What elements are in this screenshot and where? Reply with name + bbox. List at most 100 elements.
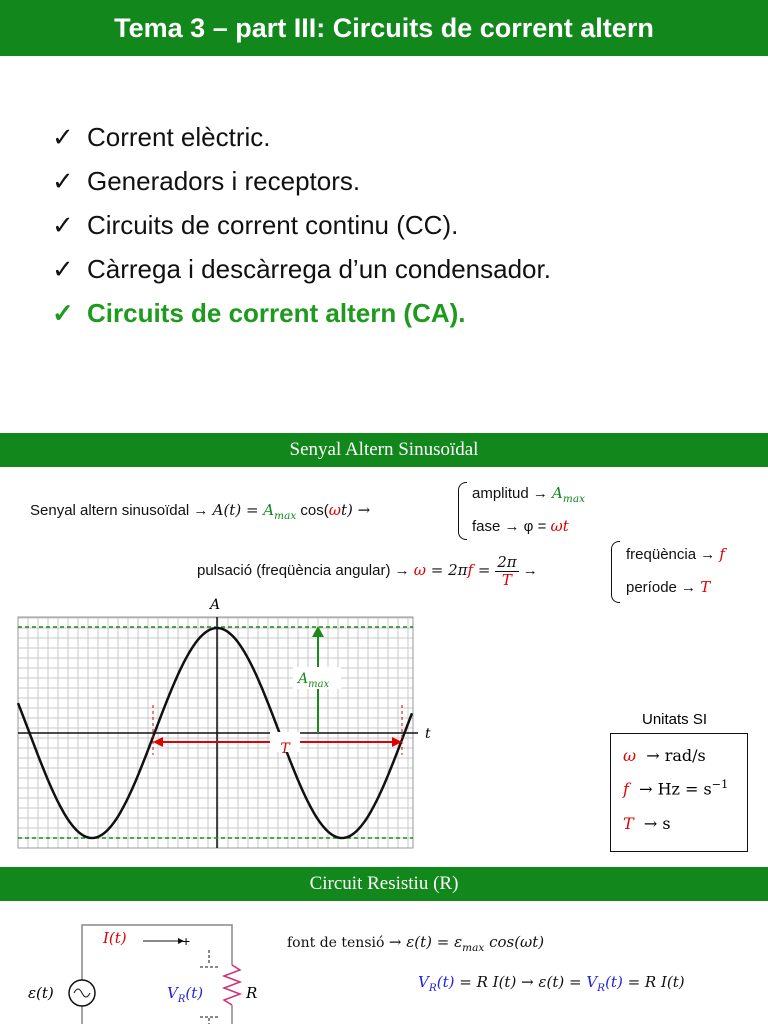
text: amplitud → — [472, 485, 553, 502]
text: t) → — [341, 501, 371, 519]
checklist-item: ✓ Corrent elèctric. — [52, 122, 271, 153]
formula: pulsació (freqüència angular) → ω = 2πf … — [197, 547, 538, 594]
item-text: Circuits de corrent continu (CC). — [87, 210, 459, 240]
x-label: t — [425, 726, 431, 742]
units-title: Unitats SI — [642, 711, 708, 728]
text: període → — [626, 579, 701, 596]
item-text: Corrent elèctric. — [87, 122, 271, 152]
formula: fase → φ = ωt — [472, 517, 569, 535]
text: → rad/s — [646, 746, 706, 765]
check-mark: ✓ — [52, 166, 74, 196]
text: 2π — [495, 553, 519, 572]
source-wave — [73, 988, 91, 998]
unit-row: T → s — [623, 814, 671, 833]
text: T — [501, 570, 512, 589]
fraction: 2π T — [495, 553, 519, 589]
text: R — [177, 994, 186, 1005]
text: → — [518, 562, 538, 579]
checklist-item: ✓ Circuits de corrent altern (CA). — [52, 298, 466, 329]
resistor — [221, 964, 243, 1006]
text: font de tensió — [287, 935, 389, 951]
brace — [458, 482, 467, 540]
text: R — [597, 982, 606, 994]
text: T — [700, 578, 711, 596]
formula: freqüència → f — [626, 545, 725, 563]
text: max — [308, 679, 329, 690]
resistor-label: R — [245, 984, 257, 1002]
item-text: Generadors i receptors. — [87, 166, 361, 196]
item-text: Càrrega i descàrrega d’un condensador. — [87, 254, 551, 284]
label-bg — [270, 732, 300, 752]
checklist-item: ✓ Circuits de corrent continu (CC). — [52, 210, 458, 241]
text: A(t) = — [212, 501, 264, 519]
text: V — [418, 973, 429, 991]
text: (t) — [605, 973, 623, 991]
unit-row: ω → rad/s — [623, 746, 706, 765]
units-box: ω → rad/s f → Hz = s−1 T → s — [610, 733, 748, 852]
vr-label: VR(t) — [167, 984, 203, 1005]
text: cos( — [296, 502, 329, 519]
text: pulsació (freqüència angular) → — [197, 562, 414, 579]
brace — [611, 541, 620, 603]
sine-curve — [16, 626, 414, 840]
arrow-head — [178, 938, 184, 944]
text: T — [623, 814, 634, 833]
text: ω — [328, 501, 342, 519]
text: = R I(t) → ε(t) = — [454, 973, 587, 991]
section-title: Circuit Resistiu (R) — [0, 867, 768, 901]
text: Senyal altern sinusoïdal → — [30, 502, 213, 519]
text: → ε(t) = ε — [388, 933, 463, 951]
text: fase → φ = — [472, 518, 551, 535]
label-bg — [293, 667, 341, 689]
text: = 2π — [426, 561, 468, 579]
check-mark: ✓ — [52, 254, 74, 284]
text: A — [552, 484, 563, 502]
checklist-item: ✓ Càrrega i descàrrega d’un condensador. — [52, 254, 551, 285]
text: max — [462, 942, 485, 954]
text: A — [296, 671, 308, 687]
text: cos(ωt) — [484, 933, 545, 951]
checklist-item: ✓ Generadors i receptors. — [52, 166, 360, 197]
current-label: I(t) — [102, 929, 127, 947]
check-mark: ✓ — [52, 210, 74, 240]
text: R — [428, 982, 437, 994]
text: V — [167, 984, 180, 1002]
text: = — [473, 561, 496, 579]
text: V — [586, 973, 598, 991]
y-label: A — [208, 597, 220, 613]
period-label: T — [280, 741, 291, 757]
formula: amplitud → Amax — [472, 484, 585, 505]
formula: VR(t) = R I(t) → ε(t) = VR(t) = R I(t) — [418, 973, 685, 994]
text: f — [719, 545, 725, 563]
text: max — [274, 510, 297, 522]
header: Tema 3 – part III: Circuits de corrent a… — [0, 0, 768, 56]
text: ωt — [550, 517, 569, 535]
text: = R I(t) — [622, 973, 685, 991]
text: freqüència → — [626, 546, 720, 563]
text: (t) — [185, 984, 203, 1002]
formula: període → T — [626, 578, 710, 596]
sine-graph: A t Amax T — [16, 597, 431, 849]
text: → s — [643, 814, 671, 833]
formula: Senyal altern sinusoïdal → A(t) = Amax c… — [30, 501, 370, 522]
text: A — [263, 501, 275, 519]
text: → Hz = s — [639, 779, 712, 799]
text: (t) — [436, 973, 455, 991]
source-label: ε(t) — [28, 984, 54, 1002]
section-title: Senyal Altern Sinusoïdal — [0, 433, 768, 467]
text: ω — [623, 746, 637, 765]
unit-row: f → Hz = s−1 — [623, 778, 728, 798]
arrow-head — [312, 626, 324, 637]
amp-label: Amax — [296, 671, 330, 690]
formula: font de tensió → ε(t) = εmax cos(ωt) — [287, 933, 544, 954]
circuit: I(t) + ε(t) VR(t) R — [28, 924, 257, 1024]
wire — [81, 924, 233, 1024]
check-mark: ✓ — [52, 122, 74, 152]
text: f — [467, 561, 474, 579]
item-text: Circuits de corrent altern (CA). — [87, 298, 466, 328]
text: f — [623, 779, 629, 799]
plus-label: + — [182, 933, 190, 949]
check-mark: ✓ — [52, 298, 74, 328]
text: −1 — [711, 778, 729, 791]
